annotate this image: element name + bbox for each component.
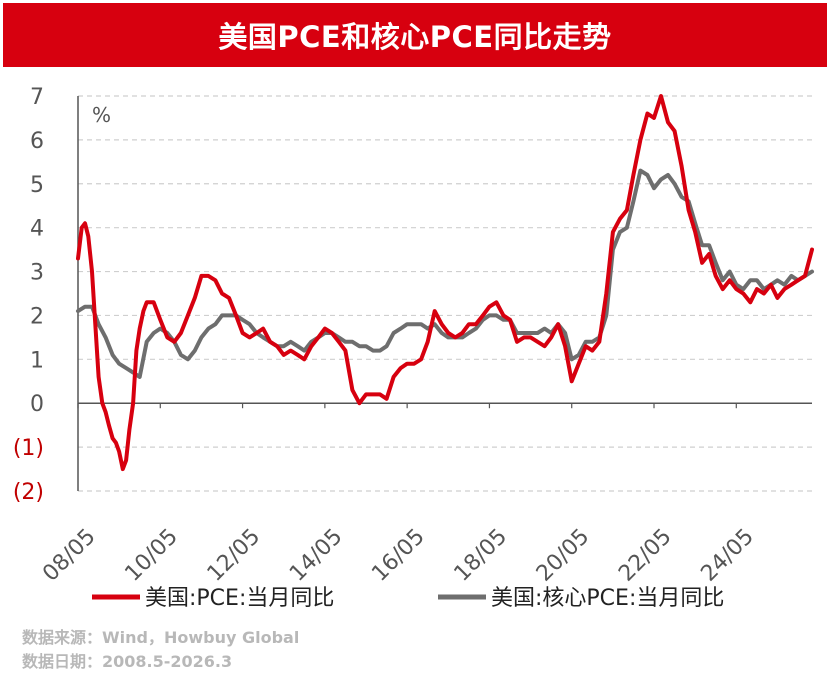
- date-note: 数据日期：2008.5-2026.3: [22, 652, 233, 671]
- x-tick-label: 10/05: [120, 524, 183, 587]
- y-tick-label: 4: [30, 217, 44, 242]
- source-note: 数据来源：Wind，Howbuy Global: [22, 628, 300, 647]
- y-tick-label: 1: [30, 348, 44, 373]
- x-tick-labels: 08/05 10/05 12/05 14/05 16/05 18/05 20/05 22/05…: [38, 524, 759, 587]
- y-tick-label: (2): [13, 480, 44, 505]
- legend-label-core-pce: 美国:核心PCE:当月同比: [491, 586, 724, 611]
- y-tick-label: 0: [30, 392, 44, 417]
- y-tick-label: (1): [13, 436, 44, 461]
- axes: [77, 96, 812, 491]
- x-tick-label: 08/05: [38, 524, 101, 587]
- x-tick-label: 22/05: [614, 524, 677, 587]
- x-tick-label: 14/05: [285, 524, 348, 587]
- y-unit-label: %: [92, 103, 111, 127]
- x-tick-label: 24/05: [696, 524, 759, 587]
- chart-title: 美国PCE和核心PCE同比走势: [218, 20, 612, 54]
- legend-label-pce: 美国:PCE:当月同比: [145, 586, 334, 611]
- legend: 美国:PCE:当月同比 美国:核心PCE:当月同比: [92, 586, 724, 611]
- series-line-pce: [76, 94, 814, 472]
- y-tick-label: 7: [30, 85, 44, 110]
- x-tick-label: 16/05: [367, 524, 430, 587]
- chart-title-bar: 美国PCE和核心PCE同比走势: [3, 3, 827, 67]
- y-tick-label: 6: [30, 129, 44, 154]
- x-tick-label: 20/05: [532, 524, 595, 587]
- grid-lines: [78, 95, 812, 492]
- x-tick-label: 18/05: [450, 524, 513, 587]
- y-tick-label: 5: [30, 173, 44, 198]
- x-tick-label: 12/05: [203, 524, 266, 587]
- y-tick-labels: 7 6 5 4 3 2 1 0 (1) (2): [13, 85, 44, 505]
- y-tick-label: 2: [30, 304, 44, 329]
- series-line-core-pce: [76, 168, 814, 379]
- y-tick-label: 3: [30, 261, 44, 286]
- series-lines: [76, 94, 814, 472]
